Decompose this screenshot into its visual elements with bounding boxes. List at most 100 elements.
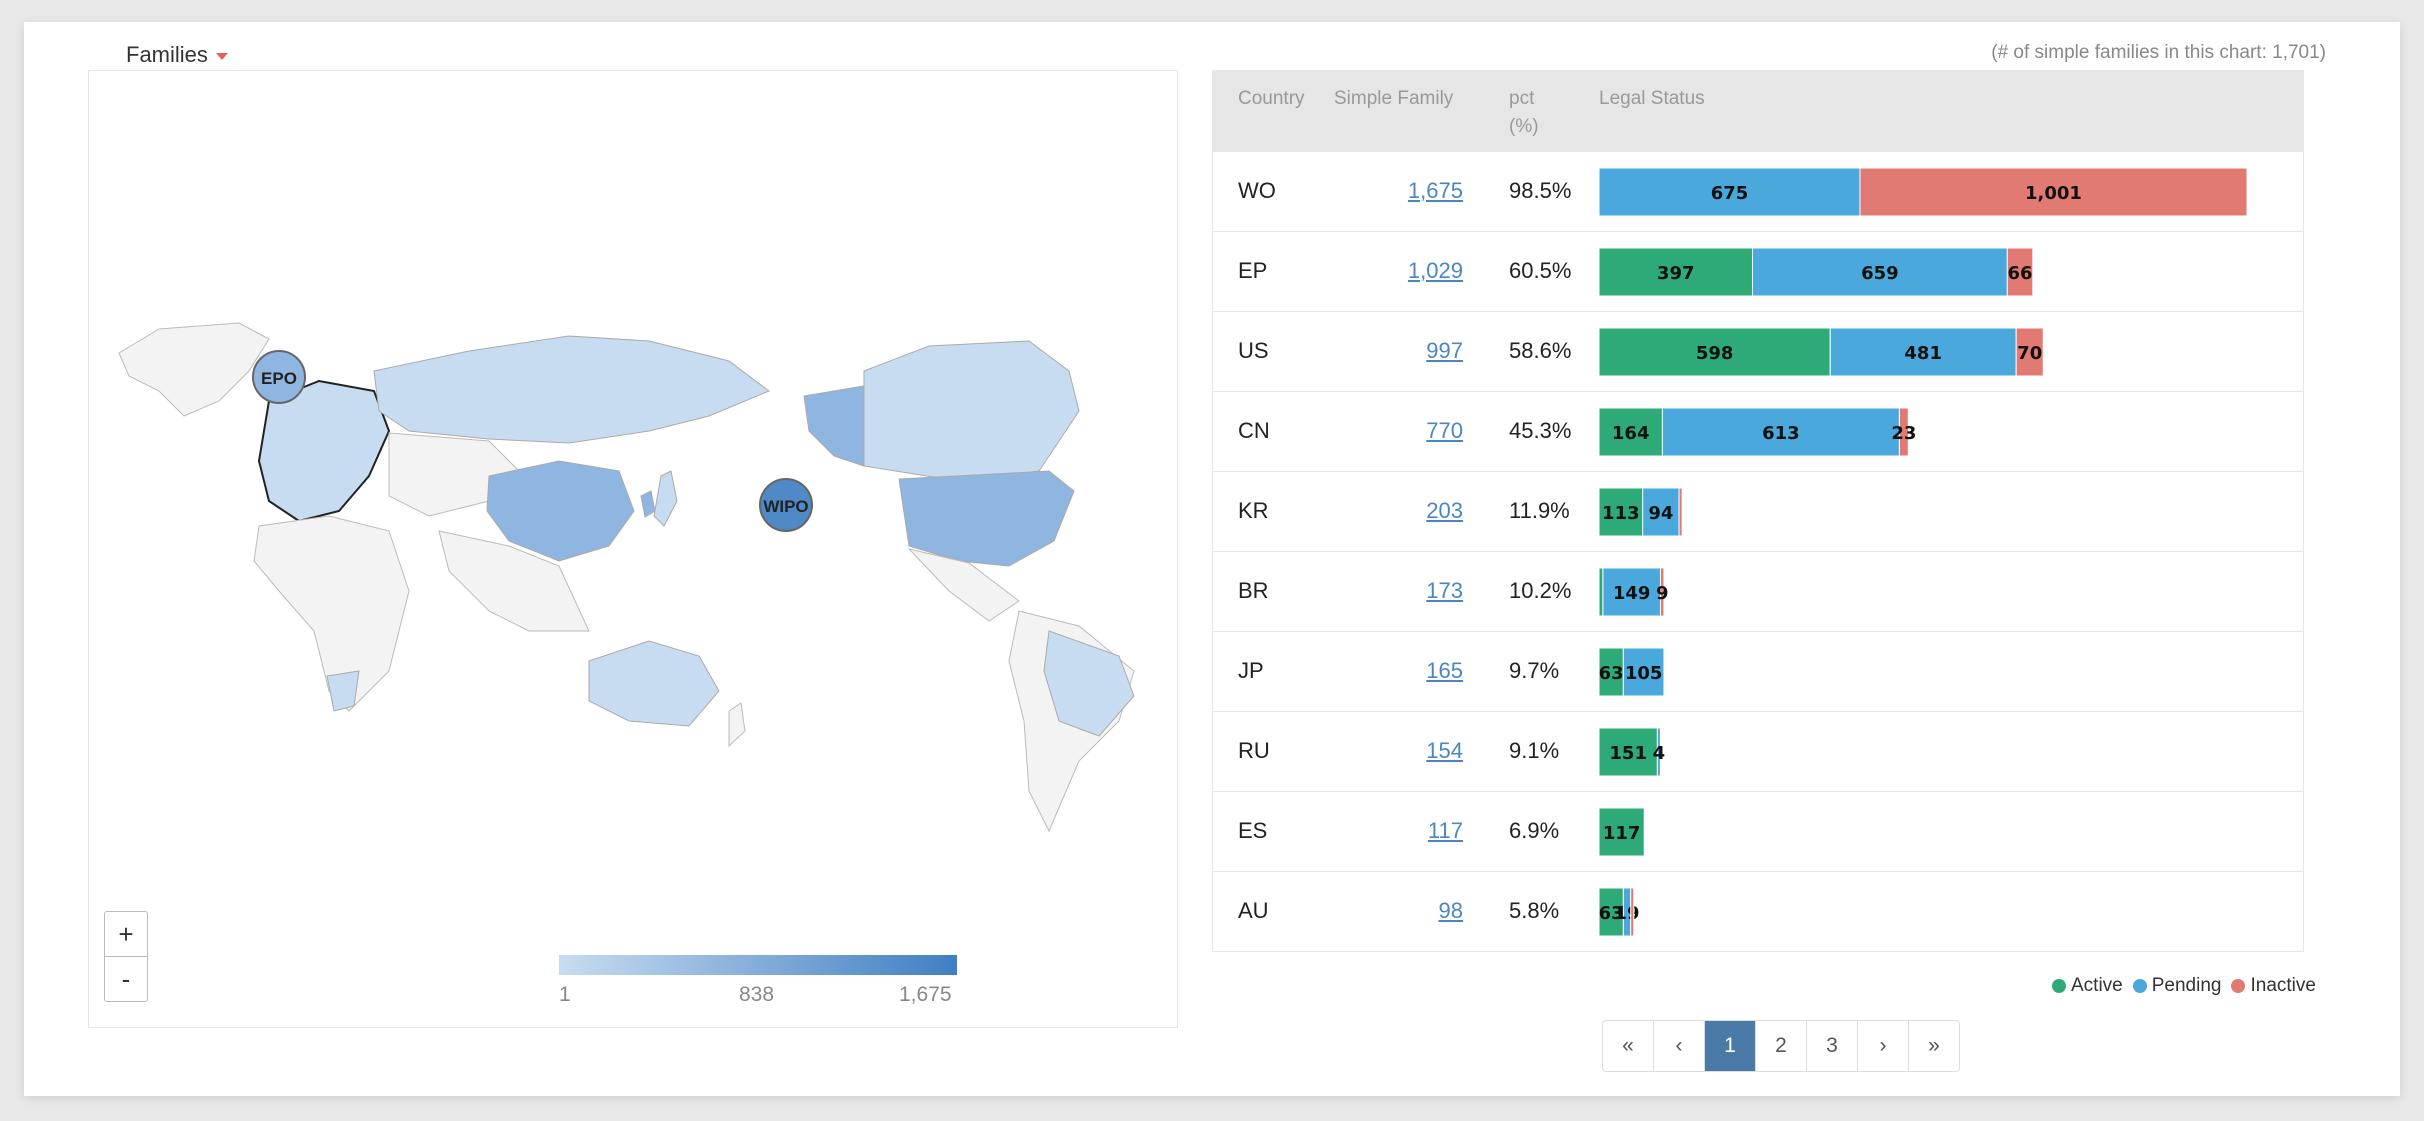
active-segment[interactable] (1599, 728, 1658, 776)
pending-segment-label: 613 (1762, 423, 1800, 444)
pager-last-button[interactable]: » (1908, 1021, 1959, 1071)
header-simple-family[interactable]: Simple Family (1334, 88, 1454, 109)
pending-segment[interactable] (1656, 728, 1661, 776)
legal-status-bar[interactable]: 149 9 (1599, 568, 2279, 616)
inactive-segment-label: 70 (2017, 343, 2042, 364)
country-code: ES (1238, 818, 1268, 843)
simple-family-link[interactable]: 98 (1438, 898, 1463, 923)
active-segment-label: 117 (1603, 823, 1641, 844)
active-segment-label: 63 (1599, 903, 1624, 924)
region-central-america (907, 548, 1020, 622)
simple-family-link[interactable]: 154 (1426, 738, 1463, 763)
header-pct-unit: (%) (1509, 116, 1539, 137)
legal-status-bar[interactable]: 63 105 (1599, 648, 2279, 696)
pending-segment[interactable] (1751, 248, 2008, 296)
region-greenland (118, 322, 270, 417)
inactive-segment[interactable] (1898, 408, 1909, 456)
inactive-segment[interactable] (1630, 888, 1635, 936)
world-map-panel: EPO WIPO + - 1 838 1,675 (88, 70, 1178, 1028)
region-china (486, 460, 635, 562)
inactive-segment[interactable] (2006, 248, 2034, 296)
inactive-segment[interactable] (1678, 488, 1683, 536)
pending-segment[interactable] (1661, 408, 1900, 456)
family-count-note: (# of simple families in this chart: 1,7… (1991, 42, 2326, 63)
simple-family-link[interactable]: 173 (1426, 578, 1463, 603)
country-code: RU (1238, 738, 1270, 763)
pending-segment[interactable] (1642, 488, 1680, 536)
pager-page-2[interactable]: 2 (1755, 1021, 1806, 1071)
table-row: US 997 58.6% 598 481 70 (1213, 311, 2303, 391)
legend-active[interactable]: Active (2052, 975, 2123, 997)
region-korea (640, 490, 656, 518)
simple-family-link[interactable]: 770 (1426, 418, 1463, 443)
table-row: EP 1,029 60.5% 397 659 66 (1213, 231, 2303, 311)
legal-status-bar[interactable]: 675 1,001 (1599, 168, 2279, 216)
pager-next-button[interactable]: › (1857, 1021, 1908, 1071)
legal-status-bar[interactable]: 598 481 70 (1599, 328, 2279, 376)
active-segment-label: 63 (1599, 663, 1624, 684)
inactive-segment[interactable] (2015, 328, 2044, 376)
country-code: EP (1238, 258, 1268, 283)
simple-family-link[interactable]: 1,675 (1407, 178, 1463, 203)
zoom-controls: + - (104, 911, 148, 1002)
inactive-segment[interactable] (1659, 568, 1665, 616)
header-legal-status: Legal Status (1599, 88, 1705, 109)
active-dot-icon (2052, 979, 2066, 993)
region-africa (253, 515, 410, 712)
pending-segment[interactable] (1829, 328, 2017, 376)
zoom-in-button[interactable]: + (118, 919, 134, 949)
inactive-segment[interactable] (1859, 168, 2248, 216)
table-row: RU 154 9.1% 151 4 (1213, 711, 2303, 791)
active-segment[interactable] (1599, 328, 1831, 376)
region-europe (257, 379, 391, 523)
pending-segment-label: 19 (1614, 903, 1639, 924)
pending-segment-label: 105 (1625, 663, 1663, 684)
pending-segment[interactable] (1622, 648, 1665, 696)
pager-first-button[interactable]: « (1622, 1034, 1634, 1057)
header-country[interactable]: Country (1238, 88, 1305, 109)
legal-status-bar[interactable]: 397 659 66 (1599, 248, 2279, 296)
pending-segment[interactable] (1602, 568, 1661, 616)
table-row: JP 165 9.7% 63 105 (1213, 631, 2303, 711)
region-canada (863, 340, 1080, 482)
table-row: BR 173 10.2% 149 9 (1213, 551, 2303, 631)
inactive-segment-label: 23 (1891, 423, 1916, 444)
simple-family-link[interactable]: 117 (1427, 818, 1463, 843)
pct-value: 6.9% (1509, 818, 1560, 843)
country-code: CN (1238, 418, 1270, 443)
legal-status-bar[interactable]: 151 4 (1599, 728, 2279, 776)
simple-family-link[interactable]: 203 (1426, 498, 1463, 523)
legal-status-bar[interactable]: 164 613 23 (1599, 408, 2279, 456)
pager-page-3[interactable]: 3 (1806, 1021, 1857, 1071)
active-segment[interactable] (1599, 648, 1624, 696)
wipo-marker-label: WIPO (763, 497, 808, 516)
pager-page-1[interactable]: 1 (1704, 1021, 1755, 1071)
region-japan (653, 470, 678, 527)
legal-status-bar[interactable]: 113 94 (1599, 488, 2279, 536)
pending-segment-label: 94 (1648, 503, 1673, 524)
simple-family-link[interactable]: 1,029 (1407, 258, 1463, 283)
table-row: AU 98 5.8% 63 19 (1213, 871, 2303, 951)
scale-tick-mid: 838 (739, 983, 775, 1006)
region-australia (588, 640, 720, 727)
zoom-out-button[interactable]: - (105, 956, 147, 1001)
pending-segment-label: 149 (1613, 583, 1651, 604)
region-alaska (803, 385, 865, 467)
header-pct[interactable]: pct (%) (1509, 85, 1539, 141)
legal-status-bar[interactable]: 117 (1599, 808, 2279, 856)
families-dropdown[interactable]: Families (126, 42, 228, 68)
table-row: ES 117 6.9% 117 (1213, 791, 2303, 871)
country-code: JP (1238, 658, 1264, 683)
pct-value: 5.8% (1509, 898, 1560, 923)
world-map[interactable]: EPO WIPO (89, 71, 1177, 1027)
active-segment[interactable] (1599, 808, 1645, 856)
legend-inactive[interactable]: Inactive (2231, 975, 2316, 997)
legend-pending[interactable]: Pending (2132, 975, 2221, 997)
active-segment[interactable] (1599, 568, 1604, 616)
simple-family-link[interactable]: 165 (1426, 658, 1463, 683)
caret-down-icon (215, 52, 228, 60)
simple-family-link[interactable]: 997 (1426, 338, 1463, 363)
pct-value: 11.9% (1509, 498, 1570, 523)
pager-prev-button[interactable]: ‹ (1653, 1021, 1704, 1071)
